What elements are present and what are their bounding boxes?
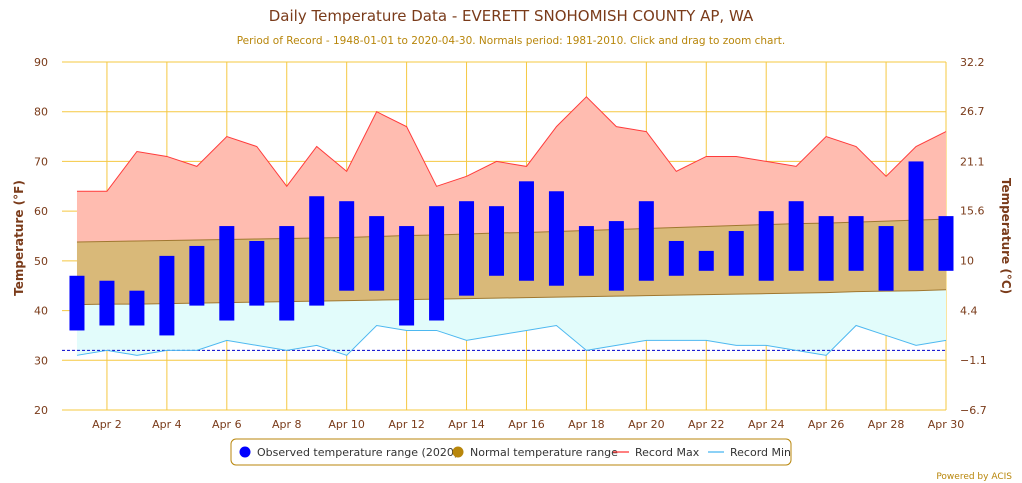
legend-box [230,438,792,466]
x-tick-label: Apr 14 [448,418,485,431]
y-tick-label-right: −6.7 [960,404,987,417]
legend-normal-dot-icon [452,446,464,458]
x-tick-label: Apr 20 [628,418,665,431]
y-tick-label-left: 70 [34,155,48,168]
observed-range-bars[interactable] [69,161,954,336]
legend-label-normal: Normal temperature range [470,446,618,459]
legend-observed-dot-icon [239,446,251,458]
observed-bar[interactable] [578,226,594,276]
observed-bar[interactable] [878,226,894,291]
chart-title: Daily Temperature Data - EVERETT SNOHOMI… [269,7,754,25]
record-max-fill [76,96,947,242]
y-tick-label-left: 40 [34,305,48,318]
y-tick-label-right: 32.2 [960,56,985,69]
observed-bar[interactable] [159,255,175,336]
observed-bar[interactable] [369,216,385,291]
observed-bar[interactable] [668,240,684,276]
x-tick-label: Apr 22 [688,418,725,431]
observed-bar[interactable] [908,161,924,271]
observed-bar[interactable] [638,201,654,281]
observed-bar[interactable] [249,240,265,306]
y-tick-label-left: 60 [34,205,48,218]
observed-bar[interactable] [399,226,415,326]
x-tick-label: Apr 16 [508,418,545,431]
observed-bar[interactable] [309,196,325,306]
x-tick-label: Apr 28 [868,418,905,431]
legend-item-normal[interactable]: Normal temperature range [452,446,619,459]
observed-bar[interactable] [548,191,564,286]
y-tick-label-left: 30 [34,354,48,367]
x-tick-label: Apr 2 [92,418,122,431]
x-tick-label: Apr 12 [388,418,425,431]
observed-bar[interactable] [219,226,235,321]
y-tick-label-right: 15.6 [960,205,985,218]
observed-bar[interactable] [758,211,774,281]
x-tick-label: Apr 24 [748,418,785,431]
y-tick-label-left: 80 [34,106,48,119]
credits-link[interactable]: Powered by ACIS [936,472,1012,482]
observed-bar[interactable] [489,206,505,276]
y-tick-label-right: −1.1 [960,354,987,367]
legend-item-observed[interactable]: Observed temperature range (2020) [239,446,459,459]
y-tick-label-right: 26.7 [960,105,985,118]
x-tick-label: Apr 18 [568,418,605,431]
x-tick-label: Apr 4 [152,418,182,431]
legend-item-record-max[interactable]: Record Max [613,446,700,459]
x-tick-label: Apr 8 [272,418,302,431]
y-tick-label-left: 90 [34,56,48,69]
y-tick-label-right: 21.1 [960,155,985,168]
y-tick-label-left: 50 [34,255,48,268]
y-tick-label-right: 10 [960,255,974,268]
x-tick-label: Apr 10 [328,418,365,431]
legend[interactable]: Observed temperature range (2020) Normal… [230,438,792,466]
y-tick-label-right: 4.4 [960,305,978,318]
observed-bar[interactable] [129,290,145,326]
y-axis-label-right: Temperature (°C) [999,178,1013,294]
y-axis-label-left: Temperature (°F) [12,180,26,296]
observed-bar[interactable] [698,250,714,271]
observed-bar[interactable] [429,206,445,321]
y-tick-label-left: 20 [34,404,48,417]
x-tick-label: Apr 6 [212,418,242,431]
observed-bar[interactable] [189,245,205,306]
x-tick-label: Apr 30 [928,418,965,431]
observed-bar[interactable] [459,201,475,296]
legend-item-record-min[interactable]: Record Min [708,446,791,459]
record-lines [76,96,947,356]
record-min-line [76,324,947,356]
observed-bar[interactable] [938,216,954,271]
legend-label-record-max: Record Max [635,446,700,459]
x-axis-ticks: Apr 2 Apr 4 Apr 6 Apr 8 Apr 10 Apr 12 Apr 14 Ap… [92,418,964,431]
legend-label-record-min: Record Min [730,446,791,459]
observed-bar[interactable] [848,216,864,271]
record-max-line [76,96,947,192]
chart-subtitle: Period of Record - 1948-01-01 to 2020-04… [237,35,786,47]
y-axis-right-ticks: −6.7 −1.1 4.4 10 15.6 21.1 26.7 32.2 [960,56,987,417]
observed-bar[interactable] [279,226,295,321]
observed-bar[interactable] [728,231,744,276]
observed-bar[interactable] [339,201,355,291]
legend-label-observed: Observed temperature range (2020) [257,446,458,459]
observed-bar[interactable] [818,216,834,281]
observed-bar[interactable] [518,181,534,281]
observed-bar[interactable] [69,275,85,331]
x-tick-label: Apr 26 [808,418,845,431]
observed-bar[interactable] [788,201,804,271]
y-axis-left-ticks: 20 30 40 50 60 70 80 90 [34,56,48,417]
record-max-area [76,96,947,242]
observed-bar[interactable] [99,280,115,326]
observed-bar[interactable] [608,221,624,291]
